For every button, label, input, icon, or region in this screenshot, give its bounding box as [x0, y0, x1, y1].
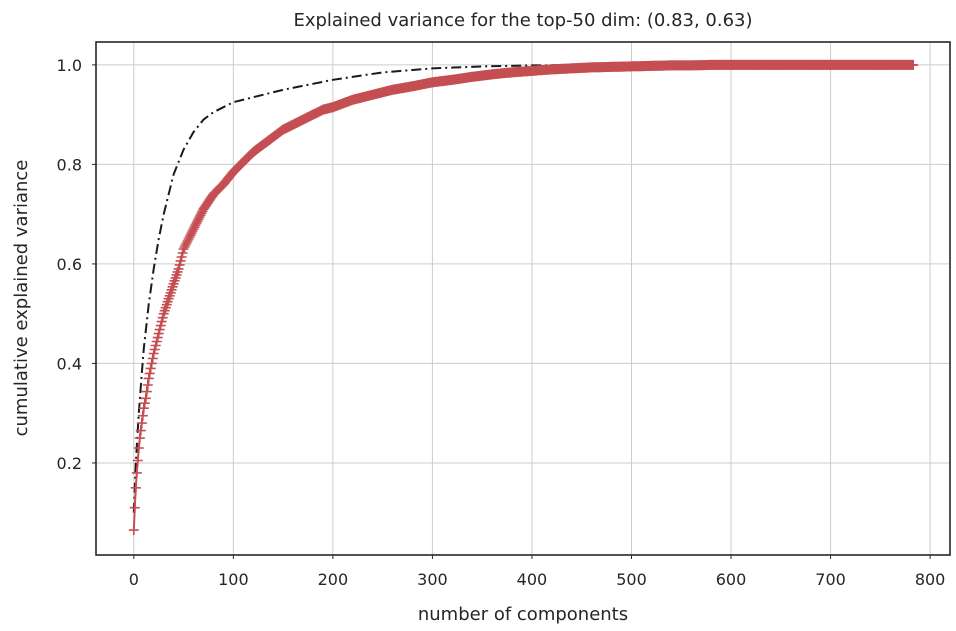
y-tick-label: 0.6: [57, 255, 82, 274]
plus-marker: [133, 443, 144, 453]
plus-marker: [134, 433, 145, 444]
x-tick-label: 700: [815, 570, 846, 589]
x-tick-label: 800: [915, 570, 946, 589]
plus-marker: [139, 398, 150, 409]
plus-marker: [140, 393, 151, 404]
y-axis-label: cumulative explained variance: [11, 160, 32, 437]
plus-marker: [136, 418, 147, 429]
plus-marker: [146, 358, 157, 369]
y-tick-label: 0.4: [57, 354, 82, 373]
plus-marker: [143, 373, 154, 384]
series-line-markers: [132, 63, 914, 531]
plus-marker: [142, 380, 153, 390]
plus-marker: [138, 403, 149, 414]
plus-marker: [135, 425, 146, 436]
plus-marker: [130, 482, 141, 493]
series-markers: [128, 59, 919, 536]
plus-marker: [144, 368, 155, 379]
x-tick-label: 300: [417, 570, 448, 589]
x-tick-label: 0: [129, 570, 139, 589]
y-tick-label: 0.8: [57, 155, 82, 174]
plus-marker: [147, 353, 158, 364]
plus-marker: [129, 502, 140, 513]
grid: [96, 42, 950, 555]
plus-marker: [145, 363, 156, 374]
y-tick-label: 1.0: [57, 56, 82, 75]
plus-marker: [128, 525, 139, 536]
y-axis: 0.2 0.4 0.6 0.8 1.0: [57, 56, 96, 473]
plus-marker: [141, 386, 152, 397]
plus-marker: [908, 59, 919, 70]
series-line-dashdot: [132, 63, 914, 513]
x-tick-label: 200: [318, 570, 349, 589]
x-tick-label: 500: [616, 570, 647, 589]
x-tick-label: 600: [716, 570, 747, 589]
x-axis: 0 100 200 300 400 500 600 700 800: [129, 555, 946, 589]
plot-frame: [95, 41, 951, 556]
x-tick-label: 100: [218, 570, 249, 589]
series-group: [128, 59, 919, 536]
chart-title: Explained variance for the top-50 dim: (…: [293, 10, 752, 31]
x-axis-label: number of components: [418, 604, 628, 625]
plus-marker: [137, 410, 148, 421]
x-tick-label: 400: [517, 570, 548, 589]
plus-marker: [132, 455, 143, 466]
plus-marker: [131, 467, 142, 478]
y-tick-label: 0.2: [57, 454, 82, 473]
